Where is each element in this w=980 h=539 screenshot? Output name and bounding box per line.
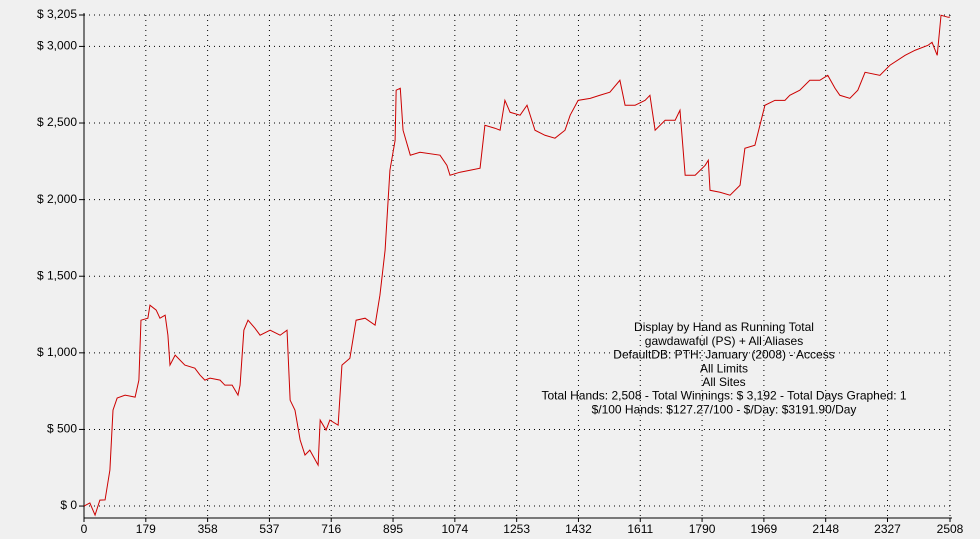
y-tick-label: $ 3,000 xyxy=(37,39,77,53)
y-tick-label: $ 0 xyxy=(60,498,77,512)
x-tick-label: 0 xyxy=(81,522,88,536)
x-tick-label: 1969 xyxy=(751,522,778,536)
y-tick-label: $ 3,205 xyxy=(37,7,77,21)
y-tick-label: $ 2,500 xyxy=(37,115,77,129)
annotation: Display by Hand as Running Total xyxy=(634,320,814,334)
x-tick-label: 2327 xyxy=(874,522,901,536)
x-tick-label: 895 xyxy=(383,522,403,536)
x-tick-label: 2508 xyxy=(937,522,964,536)
y-tick-label: $ 1,000 xyxy=(37,345,77,359)
annotation: All Sites xyxy=(702,375,745,389)
annotation: Total Hands: 2,508 - Total Winnings: $ 3… xyxy=(541,389,906,403)
x-tick-label: 1790 xyxy=(689,522,716,536)
annotation: gawdawaful (PS) + All Aliases xyxy=(645,334,803,348)
y-tick-label: $ 2,000 xyxy=(37,192,77,206)
y-tick-label: $ 500 xyxy=(47,422,77,436)
x-tick-label: 537 xyxy=(259,522,279,536)
x-tick-label: 179 xyxy=(136,522,156,536)
annotation: $/100 Hands: $127.27/100 - $/Day: $3191.… xyxy=(592,402,857,416)
x-tick-label: 1253 xyxy=(503,522,530,536)
line-series xyxy=(83,14,951,517)
x-tick-label: 716 xyxy=(321,522,341,536)
x-tick-label: 1611 xyxy=(627,522,653,536)
y-tick-label: $ 1,500 xyxy=(37,268,77,282)
annotation: DefaultDB: PTH: January (2008) - Access xyxy=(613,348,834,362)
x-tick-label: 358 xyxy=(198,522,218,536)
x-tick-label: 1074 xyxy=(441,522,468,536)
x-tick-label: 2148 xyxy=(812,522,839,536)
annotation: All Limits xyxy=(700,361,748,375)
x-tick-label: 1432 xyxy=(565,522,592,536)
